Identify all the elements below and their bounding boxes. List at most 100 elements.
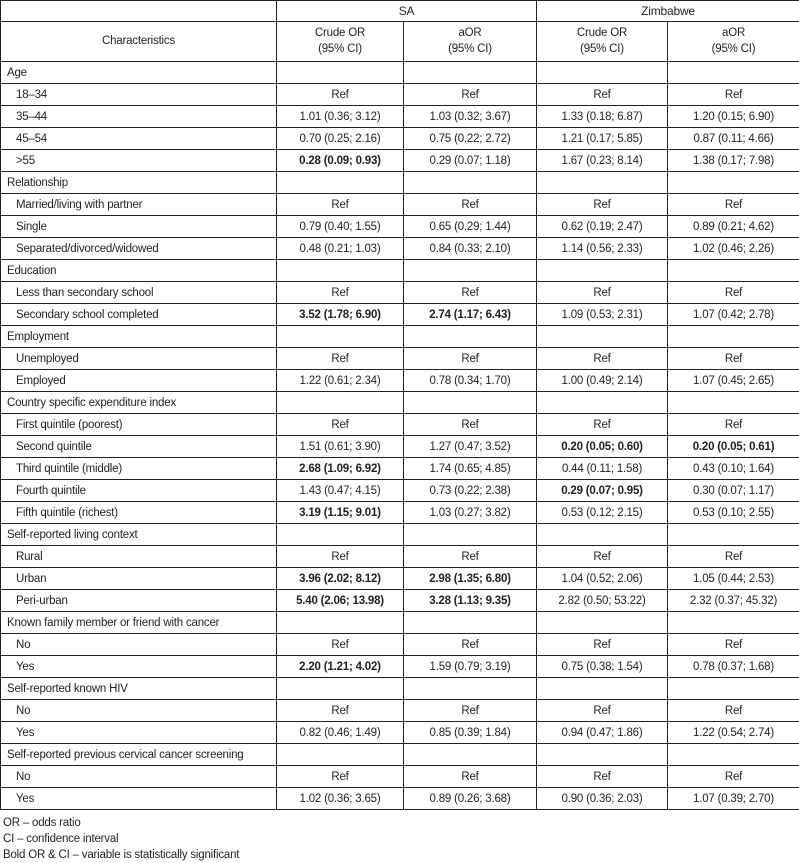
- header-zw-aor: aOR (95% CI): [667, 21, 799, 62]
- or-value-cell: 2.74 (1.17; 6.43): [402, 303, 538, 326]
- empty-cell: [276, 611, 404, 634]
- or-value-cell: Ref: [276, 281, 404, 304]
- section-label: Self-reported known HIV: [0, 677, 277, 700]
- or-value-cell: 1.05 (0.44; 2.53): [667, 567, 799, 590]
- empty-cell: [276, 171, 404, 194]
- or-value-cell: 0.82 (0.46; 1.49): [276, 721, 404, 744]
- empty-cell: [276, 523, 404, 546]
- or-value-cell: 0.75 (0.22; 2.72): [402, 127, 538, 150]
- section-row: Education: [0, 259, 799, 282]
- or-value-cell: 0.75 (0.38; 1.54): [536, 655, 669, 678]
- header-group-zimbabwe: Zimbabwe: [536, 0, 799, 22]
- row-label: >55: [0, 149, 277, 172]
- or-value-cell: 0.62 (0.19; 2.47): [536, 215, 669, 238]
- table-row: Second quintile 1.51 (0.61; 3.90) 1.27 (0.…: [0, 435, 799, 458]
- row-label: Fourth quintile: [0, 479, 277, 502]
- row-label: 18–34: [0, 83, 277, 106]
- or-value-cell: Ref: [402, 347, 538, 370]
- or-value-cell: 0.89 (0.21; 4.62): [667, 215, 799, 238]
- section-label: Known family member or friend with cance…: [0, 611, 277, 634]
- table-body: Age 18–34 Ref Ref Ref Ref 35–44 1.01 (0.36; 3.1…: [0, 61, 799, 810]
- or-value-cell: Ref: [667, 765, 799, 788]
- empty-cell: [402, 677, 538, 700]
- or-value-cell: 0.29 (0.07; 1.18): [402, 149, 538, 172]
- section-row: Relationship: [0, 171, 799, 194]
- empty-cell: [667, 61, 799, 84]
- table-row: No Ref Ref Ref Ref: [0, 699, 799, 722]
- empty-cell: [536, 611, 669, 634]
- section-label: Employment: [0, 325, 277, 348]
- section-label: Self-reported living context: [0, 523, 277, 546]
- or-value-cell: 1.38 (0.17; 7.98): [667, 149, 799, 172]
- table-row: Fifth quintile (richest) 3.19 (1.15; 9.01…: [0, 501, 799, 524]
- empty-cell: [276, 325, 404, 348]
- or-value-cell: 1.27 (0.47; 3.52): [402, 435, 538, 458]
- or-value-cell: 0.84 (0.33; 2.10): [402, 237, 538, 260]
- footnote-ci: CI – confidence interval: [3, 833, 119, 845]
- empty-cell: [536, 61, 669, 84]
- empty-cell: [402, 325, 538, 348]
- table-row: No Ref Ref Ref Ref: [0, 765, 799, 788]
- or-value-cell: 1.03 (0.27; 3.82): [402, 501, 538, 524]
- row-label: Peri-urban: [0, 589, 277, 612]
- or-value-cell: 1.07 (0.42; 2.78): [667, 303, 799, 326]
- empty-cell: [536, 171, 669, 194]
- empty-cell: [667, 325, 799, 348]
- or-value-cell: 1.01 (0.36; 3.12): [276, 105, 404, 128]
- table-row: >55 0.28 (0.09; 0.93) 0.29 (0.07; 1.18) 1.6…: [0, 149, 799, 172]
- section-row: Self-reported known HIV: [0, 677, 799, 700]
- or-value-cell: Ref: [536, 633, 669, 656]
- empty-cell: [402, 523, 538, 546]
- or-value-cell: 0.43 (0.10; 1.64): [667, 457, 799, 480]
- empty-cell: [276, 391, 404, 414]
- section-row: Employment: [0, 325, 799, 348]
- footnote-or: OR – odds ratio: [3, 817, 81, 829]
- row-label: Urban: [0, 567, 277, 590]
- footnote-bold: Bold OR & CI – variable is statistically…: [3, 849, 240, 861]
- table-row: Single 0.79 (0.40; 1.55) 0.65 (0.29; 1.44)…: [0, 215, 799, 238]
- row-label: Employed: [0, 369, 277, 392]
- or-value-cell: 3.52 (1.78; 6.90): [276, 303, 404, 326]
- or-value-cell: 0.78 (0.34; 1.70): [402, 369, 538, 392]
- or-value-cell: 0.48 (0.21; 1.03): [276, 237, 404, 260]
- empty-cell: [402, 171, 538, 194]
- odds-ratio-table: SA Zimbabwe Characteristics Crude OR (95…: [0, 0, 799, 810]
- empty-cell: [667, 391, 799, 414]
- row-label: 35–44: [0, 105, 277, 128]
- section-label: Country specific expenditure index: [0, 391, 277, 414]
- row-label: Yes: [0, 721, 277, 744]
- section-label: Education: [0, 259, 277, 282]
- table-row: First quintile (poorest) Ref Ref Ref Ref: [0, 413, 799, 436]
- section-row: Known family member or friend with cance…: [0, 611, 799, 634]
- or-value-cell: Ref: [276, 545, 404, 568]
- or-value-cell: 1.04 (0.52; 2.06): [536, 567, 669, 590]
- or-value-cell: 0.94 (0.47; 1.86): [536, 721, 669, 744]
- or-value-cell: Ref: [402, 699, 538, 722]
- or-value-cell: 1.21 (0.17; 5.85): [536, 127, 669, 150]
- header-sa-crude-or: Crude OR (95% CI): [276, 21, 404, 62]
- or-value-cell: Ref: [402, 193, 538, 216]
- row-label: First quintile (poorest): [0, 413, 277, 436]
- empty-cell: [402, 391, 538, 414]
- or-value-cell: 1.22 (0.61; 2.34): [276, 369, 404, 392]
- empty-cell: [667, 743, 799, 766]
- header-empty-cell: [0, 0, 277, 22]
- empty-cell: [536, 677, 669, 700]
- section-row: Age: [0, 61, 799, 84]
- section-label: Age: [0, 61, 277, 84]
- empty-cell: [667, 259, 799, 282]
- header-characteristics: Characteristics: [0, 21, 277, 62]
- or-value-cell: 0.20 (0.05; 0.61): [667, 435, 799, 458]
- or-value-cell: 2.20 (1.21; 4.02): [276, 655, 404, 678]
- empty-cell: [667, 171, 799, 194]
- empty-cell: [667, 677, 799, 700]
- empty-cell: [536, 523, 669, 546]
- or-value-cell: Ref: [276, 83, 404, 106]
- or-value-cell: 1.07 (0.45; 2.65): [667, 369, 799, 392]
- footnotes: OR – odds ratio CI – confidence interval…: [0, 815, 799, 863]
- or-value-cell: 2.98 (1.35; 6.80): [402, 567, 538, 590]
- or-value-cell: 0.73 (0.22; 2.38): [402, 479, 538, 502]
- table-row: Married/living with partner Ref Ref Ref Ref: [0, 193, 799, 216]
- or-value-cell: Ref: [667, 281, 799, 304]
- or-value-cell: 3.19 (1.15; 9.01): [276, 501, 404, 524]
